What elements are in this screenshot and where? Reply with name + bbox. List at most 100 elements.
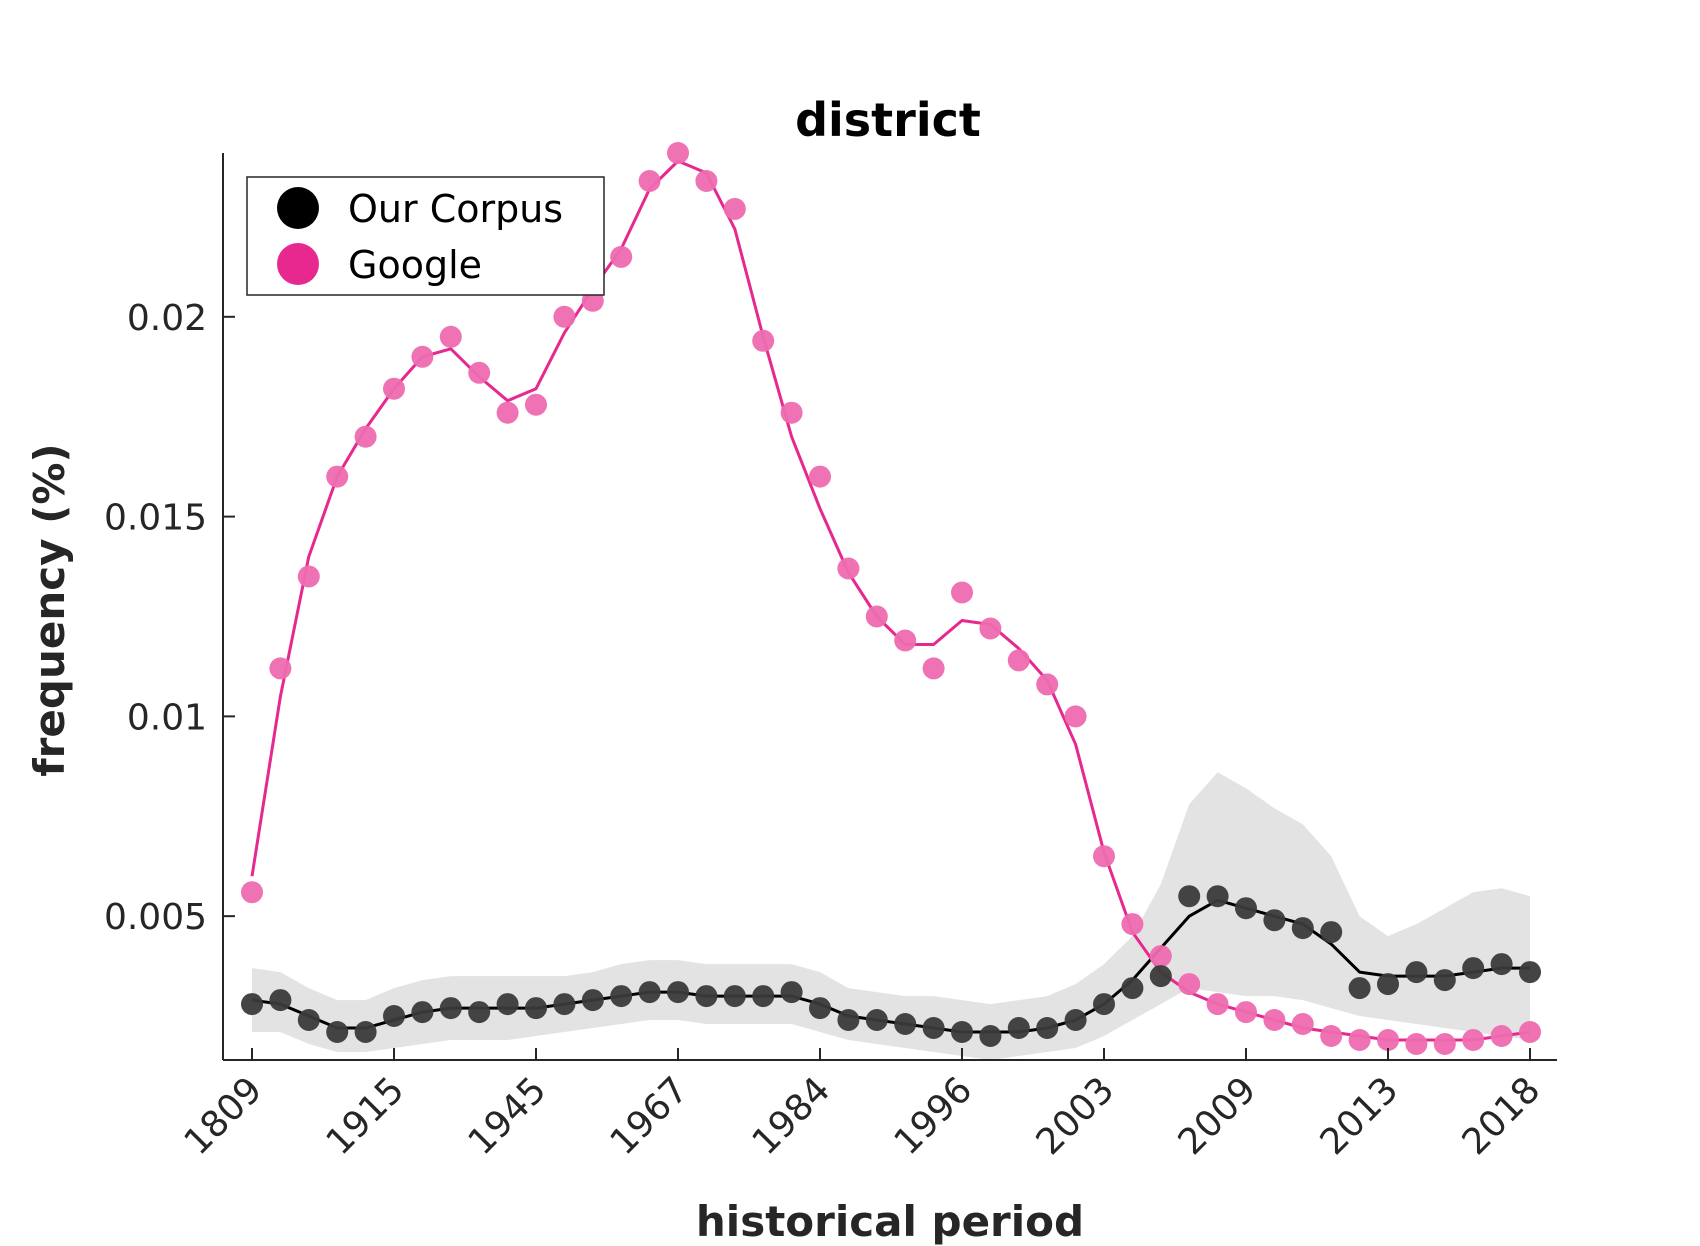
confidence-band-layer [252, 772, 1530, 1060]
our-corpus-point [1036, 1017, 1059, 1039]
google-point [1519, 1021, 1541, 1043]
our-corpus-point [1093, 993, 1115, 1016]
chart-title: district [795, 93, 981, 147]
our-corpus-point [1348, 977, 1371, 1000]
y-tick-label: 0.005 [104, 897, 207, 938]
google-point [1433, 1033, 1456, 1055]
legend-label-google: Google [348, 243, 482, 287]
google-point [1149, 945, 1172, 968]
y-tick-layer: 0.005 0.01 0.015 0.02 [104, 298, 235, 938]
google-point [269, 657, 292, 680]
google-point [922, 657, 945, 680]
our-corpus-point [809, 997, 831, 1020]
our-corpus-point [894, 1013, 917, 1035]
google-point [1377, 1029, 1399, 1051]
google-point [439, 325, 462, 348]
our-corpus-point [837, 1009, 860, 1031]
google-point [1064, 705, 1087, 728]
y-tick-label: 0.015 [104, 498, 207, 539]
our-corpus-point [1007, 1017, 1030, 1039]
google-point [894, 629, 917, 652]
our-corpus-point [1405, 961, 1428, 984]
our-corpus-point [667, 981, 689, 1004]
google-point [383, 377, 405, 400]
google-point [979, 617, 1002, 640]
y-tick-label: 0.01 [127, 697, 207, 738]
our-corpus-point [241, 993, 263, 1016]
x-axis-label: historical period [696, 1197, 1084, 1246]
our-corpus-point [1320, 921, 1343, 944]
google-point [667, 142, 689, 164]
google-point [297, 565, 320, 588]
google-point [326, 465, 349, 488]
our-corpus-point [1263, 909, 1286, 932]
google-point [1235, 1001, 1257, 1024]
google-point [1206, 993, 1229, 1016]
google-point [1121, 913, 1144, 936]
google-point [468, 361, 491, 384]
our-corpus-point [951, 1021, 973, 1043]
our-corpus-point [468, 1001, 491, 1024]
google-point [1348, 1029, 1371, 1051]
axes-frame [222, 153, 1557, 1061]
y-tick-label: 0.02 [127, 298, 207, 339]
google-point [1178, 973, 1201, 996]
google-point [496, 401, 519, 424]
google-point [1462, 1029, 1485, 1051]
google-smoothed-line [250, 159, 1531, 1042]
our-corpus-point [411, 1001, 434, 1024]
our-corpus-point [638, 981, 661, 1004]
google-point [1490, 1025, 1513, 1047]
google-point [1320, 1025, 1343, 1047]
google-point [1036, 673, 1059, 696]
our-corpus-point [354, 1021, 377, 1043]
google-point [865, 605, 888, 628]
our-corpus-point [1462, 957, 1485, 980]
legend-marker-google [277, 243, 319, 285]
google-point [695, 170, 718, 192]
google-point [752, 329, 775, 352]
our-corpus-point [439, 997, 462, 1020]
our-corpus-point [723, 985, 746, 1008]
our-corpus-point [1178, 885, 1201, 908]
google-point [525, 393, 547, 416]
our-corpus-point [297, 1009, 320, 1031]
our-corpus-point [865, 1009, 888, 1031]
google-point [241, 881, 263, 904]
google-point [780, 401, 803, 424]
our-corpus-point [610, 985, 633, 1008]
our-corpus-point [525, 997, 547, 1020]
our-corpus-point [979, 1025, 1002, 1047]
our-corpus-point [1235, 897, 1257, 920]
our-corpus-point [1519, 961, 1541, 984]
our-corpus-point [1064, 1009, 1087, 1031]
google-point [610, 245, 633, 268]
our-corpus-point [922, 1017, 945, 1039]
google-point [837, 557, 860, 580]
google-point [809, 465, 831, 488]
our-corpus-point [1433, 969, 1456, 992]
google-point [1093, 845, 1115, 868]
google-point [411, 345, 434, 368]
series-line-layer [250, 159, 1531, 1042]
our-corpus-point [1291, 917, 1314, 940]
our-corpus-point [752, 985, 775, 1008]
our-corpus-smoothed-line [251, 898, 1530, 1034]
our-corpus-point [1121, 977, 1144, 1000]
our-corpus-point [553, 993, 576, 1016]
our-corpus-point [326, 1021, 349, 1043]
our-corpus-point [269, 989, 292, 1012]
our-corpus-point [383, 1005, 405, 1027]
google-point [553, 305, 576, 328]
our-corpus-confidence-band [252, 772, 1530, 1060]
legend-label-our-corpus: Our Corpus [348, 187, 563, 231]
our-corpus-point [780, 981, 803, 1004]
google-point [638, 170, 661, 192]
our-corpus-point [1377, 973, 1399, 996]
y-axis-label: frequency (%) [25, 443, 74, 776]
google-point [1007, 649, 1030, 672]
our-corpus-point [1206, 885, 1229, 908]
google-point [354, 425, 377, 448]
google-point [1291, 1013, 1314, 1035]
